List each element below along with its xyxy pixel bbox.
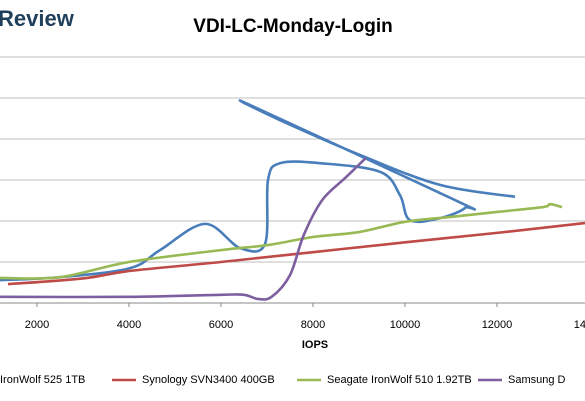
chart-title: VDI-LC-Monday-Login [193, 16, 392, 37]
x-tick-label: 4000 [117, 319, 141, 331]
x-tick-label: 8000 [301, 319, 325, 331]
series-line [0, 202, 563, 280]
series-line [7, 221, 585, 286]
x-tick-label: 6000 [209, 319, 233, 331]
series-line [0, 156, 367, 301]
series-line [0, 99, 516, 282]
x-tick-label: 2000 [25, 319, 49, 331]
legend-label: Samsung D [508, 374, 566, 386]
x-tick-label: 14000 [574, 319, 585, 331]
x-tick-label: 12000 [482, 319, 513, 331]
legend-label: Synology SVN3400 400GB [142, 374, 275, 386]
brand: Review [0, 6, 75, 31]
legend-label: Seagate IronWolf 510 1.92TB [327, 374, 472, 386]
x-axis-label: IOPS [302, 339, 328, 351]
legend-label: IronWolf 525 1TB [0, 374, 85, 386]
x-tick-label: 10000 [390, 319, 421, 331]
